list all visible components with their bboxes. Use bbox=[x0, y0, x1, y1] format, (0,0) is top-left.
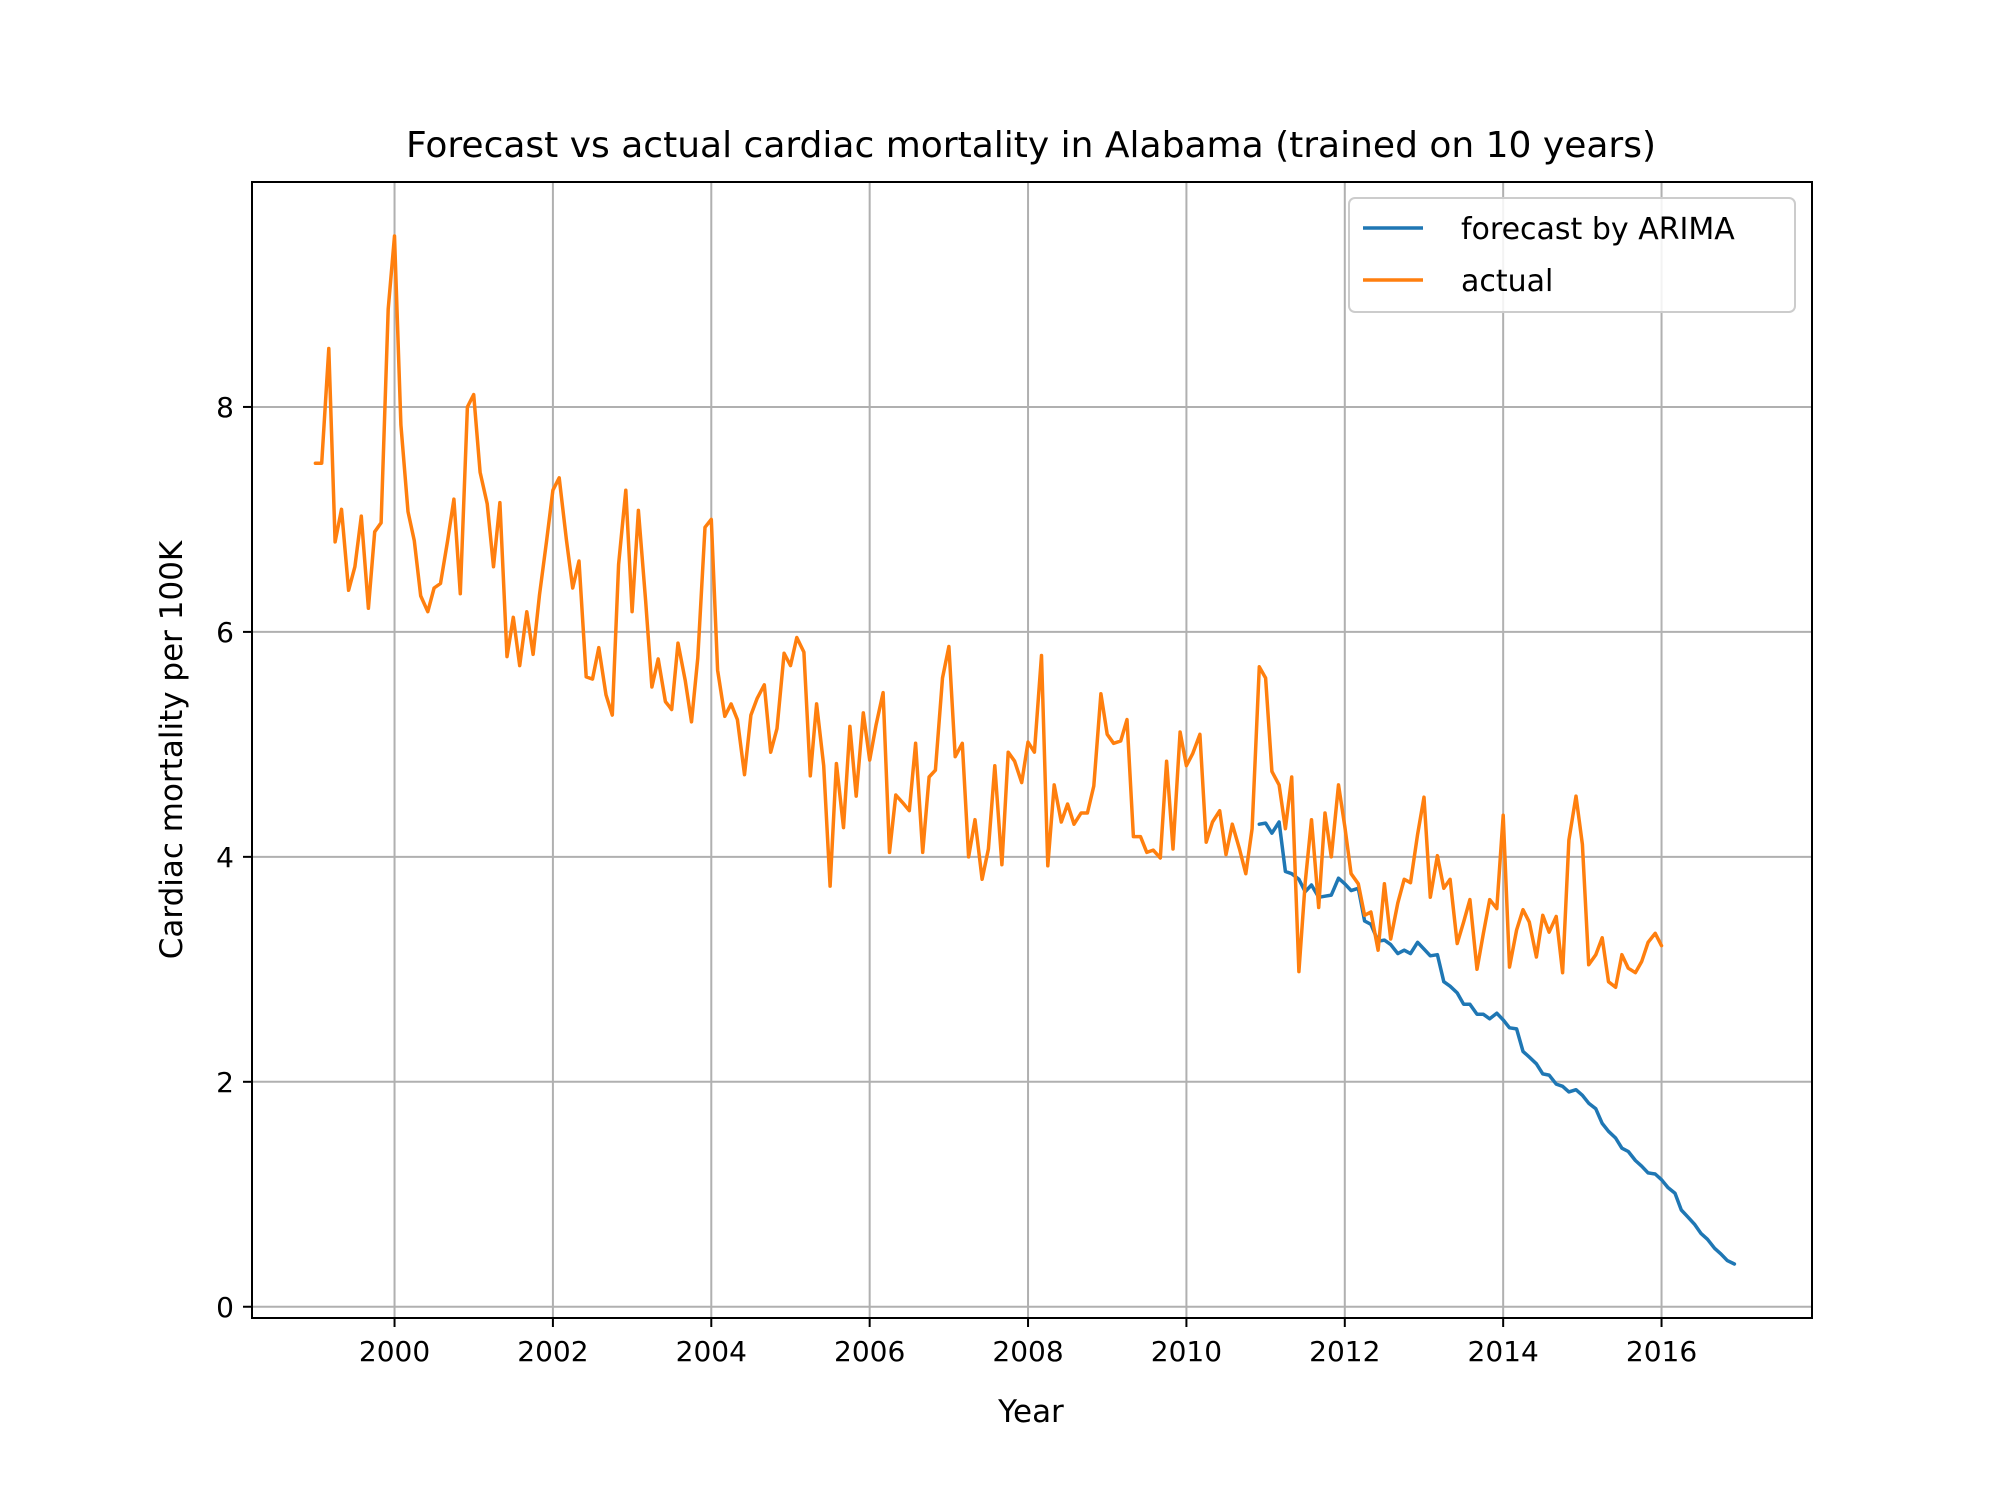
x-tick-label: 2000 bbox=[359, 1335, 430, 1368]
chart-title: Forecast vs actual cardiac mortality in … bbox=[406, 125, 1656, 166]
gridlines bbox=[252, 182, 1812, 1318]
x-axis-label: Year bbox=[997, 1394, 1064, 1430]
y-tick-label: 6 bbox=[216, 616, 234, 649]
plot-series bbox=[313, 234, 1737, 1266]
legend-box bbox=[1348, 197, 1796, 313]
x-tick-label: 2002 bbox=[517, 1335, 588, 1368]
x-tick-label: 2016 bbox=[1626, 1335, 1697, 1368]
y-tick-label: 0 bbox=[216, 1291, 234, 1324]
y-axis-label: Cardiac mortality per 100K bbox=[154, 540, 190, 959]
forecast-series-line bbox=[1257, 820, 1737, 1266]
actual-series-line bbox=[313, 234, 1664, 990]
x-tick-label: 2008 bbox=[992, 1335, 1063, 1368]
y-tick-label: 8 bbox=[216, 391, 234, 424]
legend: forecast by ARIMA actual bbox=[1348, 197, 1796, 313]
axis-ticks: 2000 2002 2004 2006 2008 2010 2012 2014 2016 0 2 4 6… bbox=[216, 391, 1697, 1368]
x-tick-label: 2012 bbox=[1309, 1335, 1380, 1368]
plot-frame bbox=[251, 181, 1813, 1319]
legend-label-forecast: forecast by ARIMA bbox=[1461, 212, 1735, 247]
x-tick-label: 2004 bbox=[676, 1335, 747, 1368]
y-tick-label: 4 bbox=[216, 841, 234, 874]
legend-label-actual: actual bbox=[1461, 264, 1553, 299]
x-tick-label: 2006 bbox=[834, 1335, 905, 1368]
x-tick-label: 2010 bbox=[1151, 1335, 1222, 1368]
y-tick-label: 2 bbox=[216, 1066, 234, 1099]
x-tick-label: 2014 bbox=[1468, 1335, 1539, 1368]
